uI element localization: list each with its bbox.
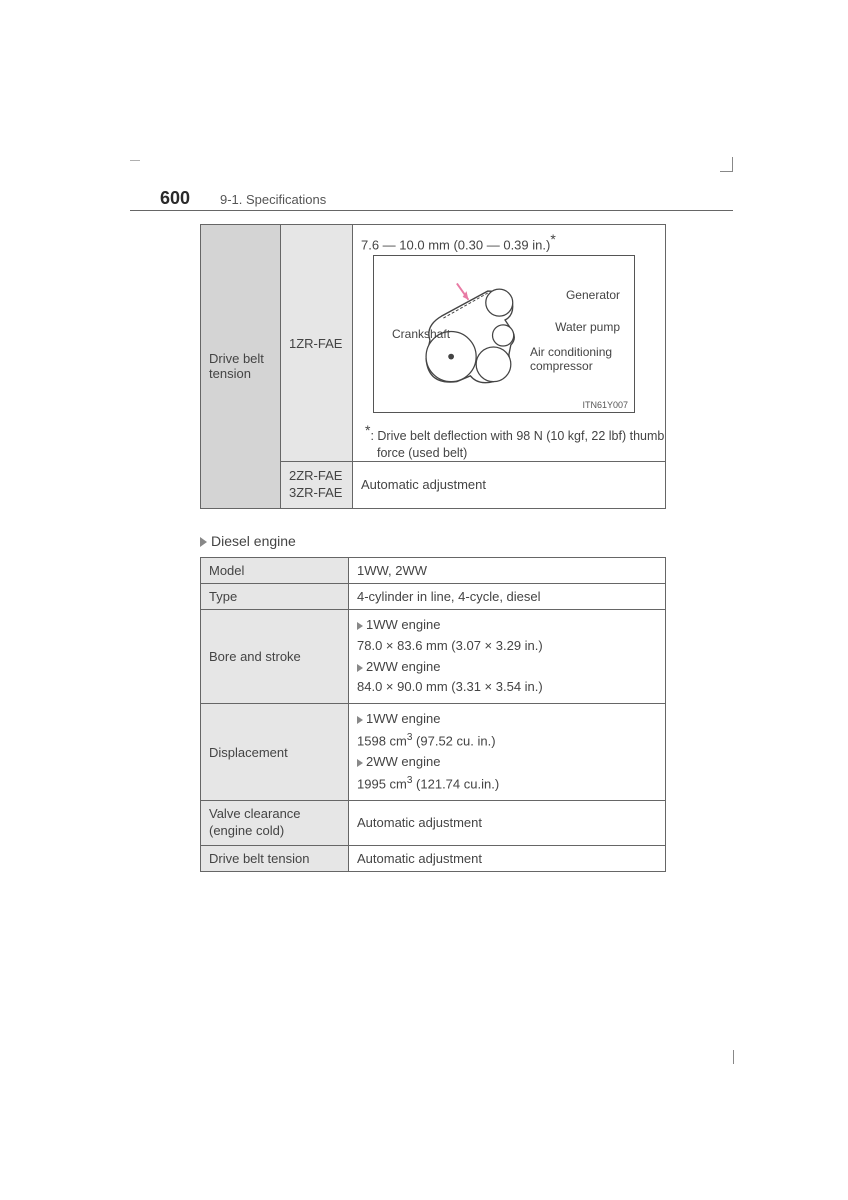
diesel-heading-text: Diesel engine (211, 533, 296, 549)
disp-1ww-tail: (97.52 cu. in.) (412, 733, 495, 748)
bore-1ww-line: 78.0 × 83.6 mm (3.07 × 3.29 in.) (357, 638, 543, 653)
diesel-value-bore: 1WW engine 78.0 × 83.6 mm (3.07 × 3.29 i… (349, 610, 666, 704)
pulley-center-dot (448, 354, 454, 360)
belt-engine-1: 1ZR-FAE (281, 225, 353, 462)
diagram-label-generator: Generator (566, 288, 620, 302)
diesel-value-type: 4-cylinder in line, 4-cycle, diesel (349, 584, 666, 610)
bore-2ww-line: 84.0 × 90.0 mm (3.31 × 3.54 in.) (357, 679, 543, 694)
diagram-code: ITN61Y007 (582, 400, 628, 410)
belt-value-cell: 7.6 — 10.0 mm (0.30 — 0.39 in.)* (359, 231, 659, 451)
crop-mark-tr (732, 157, 733, 171)
section-title: 9-1. Specifications (220, 192, 326, 207)
pulley-waterpump (493, 325, 514, 346)
triangle-icon (357, 622, 363, 630)
diesel-label-disp: Displacement (201, 704, 349, 801)
page-number: 600 (160, 188, 190, 209)
diesel-label-valve-text: Valve clearance(engine cold) (209, 806, 301, 838)
belt-footnote-text: : Drive belt deflection with 98 N (10 kg… (370, 429, 664, 460)
crop-mark-br (733, 1050, 734, 1064)
belt-footnote: *: Drive belt deflection with 98 N (10 k… (365, 421, 665, 462)
belt-auto: Automatic adjustment (353, 462, 666, 509)
arrow-pink-icon (457, 283, 469, 299)
diesel-heading: Diesel engine (200, 533, 296, 549)
disp-2ww-val: 1995 cm (357, 776, 407, 791)
belt-tension-table: Drive belt tension 1ZR-FAE 7.6 — 10.0 mm… (200, 224, 666, 509)
diesel-label-valve: Valve clearance(engine cold) (201, 801, 349, 846)
belt-engine-2-text: 2ZR-FAE3ZR-FAE (289, 468, 342, 500)
crop-mark-tr-h (720, 171, 733, 172)
triangle-icon (357, 716, 363, 724)
belt-star: * (550, 231, 555, 247)
diesel-value-model: 1WW, 2WW (349, 558, 666, 584)
disp-2ww-head: 2WW engine (366, 754, 440, 769)
diesel-label-model: Model (201, 558, 349, 584)
diesel-value-belt: Automatic adjustment (349, 845, 666, 871)
diagram-label-crankshaft: Crankshaft (392, 327, 450, 341)
belt-measurement-text: 7.6 — 10.0 mm (0.30 — 0.39 in.) (361, 237, 550, 252)
disp-1ww-val: 1598 cm (357, 733, 407, 748)
diesel-value-disp: 1WW engine 1598 cm3 (97.52 cu. in.) 2WW … (349, 704, 666, 801)
triangle-icon (357, 664, 363, 672)
belt-row-label: Drive belt tension (201, 225, 281, 509)
diagram-label-waterpump: Water pump (555, 320, 620, 334)
disp-1ww-head: 1WW engine (366, 711, 440, 726)
diesel-table: Model 1WW, 2WW Type 4-cylinder in line, … (200, 557, 666, 872)
belt-engine-2: 2ZR-FAE3ZR-FAE (281, 462, 353, 509)
diesel-label-type: Type (201, 584, 349, 610)
pulley-generator (486, 289, 513, 316)
diesel-value-valve: Automatic adjustment (349, 801, 666, 846)
disp-2ww-tail: (121.74 cu.in.) (412, 776, 499, 791)
crop-mark-tl (130, 160, 140, 164)
header-rule (130, 210, 733, 211)
triangle-icon (357, 759, 363, 767)
diagram-label-ac: Air conditioning compressor (530, 346, 620, 374)
triangle-icon (200, 537, 207, 547)
diesel-label-bore: Bore and stroke (201, 610, 349, 704)
bore-2ww-head: 2WW engine (366, 659, 440, 674)
belt-diagram-frame: Crankshaft Generator Water pump Air cond… (373, 255, 635, 413)
bore-1ww-head: 1WW engine (366, 617, 440, 632)
belt-measurement: 7.6 — 10.0 mm (0.30 — 0.39 in.)* (361, 231, 556, 252)
pulley-ac (476, 347, 511, 382)
diesel-label-belt: Drive belt tension (201, 845, 349, 871)
